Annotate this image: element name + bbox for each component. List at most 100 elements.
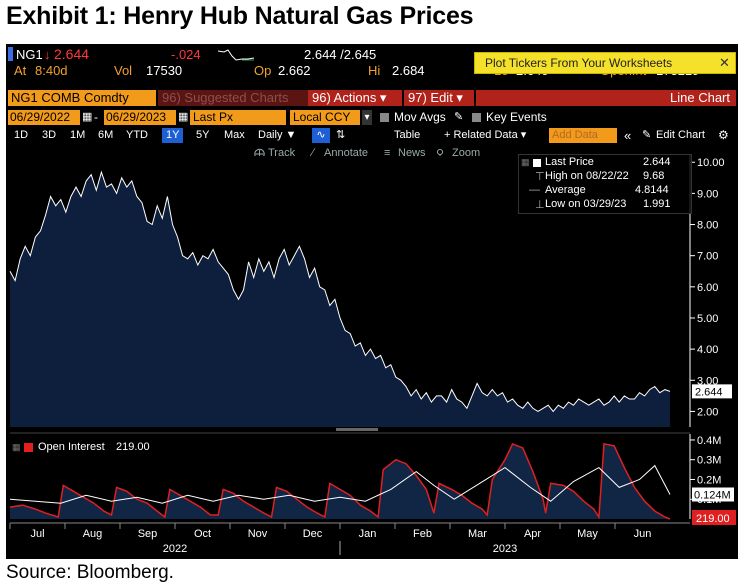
- legend-last-value: 2.644: [643, 156, 671, 168]
- source-note: Source: Bloomberg.: [6, 562, 174, 583]
- plot-tickers-popup[interactable]: Plot Tickers From Your Worksheets ✕: [474, 52, 736, 74]
- mov-avgs-checkbox[interactable]: [380, 113, 389, 122]
- ticker-marker-icon: [8, 47, 13, 61]
- gear-icon[interactable]: ⚙: [718, 128, 729, 142]
- related-data-button[interactable]: + Related Data ▾: [444, 129, 527, 141]
- legend-low-value: 1.991: [643, 198, 671, 210]
- range-1y[interactable]: 1Y: [162, 128, 184, 143]
- oi-front-line: [9, 442, 671, 520]
- legend-high-label: High on 08/22/22: [545, 170, 629, 182]
- last-price-tag: [692, 384, 732, 399]
- at-label: At: [14, 63, 27, 78]
- year-label: 2023: [493, 543, 517, 555]
- edit-chart-pencil-icon: ✎: [642, 129, 652, 141]
- collapse-icon[interactable]: «: [624, 128, 632, 143]
- security-field[interactable]: NG1 COMB Comdty: [8, 90, 156, 106]
- bloomberg-terminal-window: NG1 ↓ 2.644 -.024 2.644 /2.645 At 8:40d …: [6, 44, 738, 559]
- oi-tick-label: 0.3M: [697, 455, 721, 467]
- key-events-checkbox[interactable]: [472, 113, 481, 122]
- price-area-fill: [10, 172, 670, 427]
- range-1d[interactable]: 1D: [14, 129, 29, 141]
- last-price-swatch: [533, 159, 541, 167]
- oi-area-fill: [10, 443, 670, 519]
- range-max[interactable]: Max: [224, 129, 245, 141]
- month-label: Jun: [634, 528, 652, 540]
- month-label: Feb: [413, 528, 432, 540]
- oi-aggregate-tag: [692, 487, 734, 502]
- oi-tick-label: 0.4M: [697, 435, 721, 447]
- month-label: May: [577, 528, 598, 540]
- range-5y[interactable]: 5Y: [196, 129, 210, 141]
- add-data-input[interactable]: Add Data: [549, 128, 617, 143]
- oi-aggregate-tag-label: 0.124M: [694, 489, 731, 501]
- range-1m[interactable]: 1M: [70, 129, 86, 141]
- range-ytd[interactable]: YTD: [126, 129, 148, 141]
- menu-bar: NG1 COMB Comdty 96) Suggested Charts 96)…: [6, 89, 738, 107]
- open-label: Op: [254, 63, 272, 78]
- edit-chart-button[interactable]: Edit Chart: [656, 129, 705, 141]
- legend-high-value: 9.68: [643, 170, 665, 182]
- down-arrow-icon: ↓: [44, 47, 51, 62]
- mov-avgs-label: Mov Avgs: [394, 110, 446, 124]
- start-date-input[interactable]: 06/29/2022: [8, 110, 80, 125]
- chart-view-title: Line Chart: [476, 90, 736, 106]
- chart-area[interactable]: 2.00 3.00 4.00 5.00 6.00 7.00 8.00 9.00 10.00 2.6…: [6, 44, 738, 559]
- price-legend: ▦ Last Price 2.644 ⊤ High on 08/22/22 9.…: [518, 154, 692, 214]
- table-button[interactable]: Table: [394, 129, 421, 141]
- month-label: Jan: [359, 528, 377, 540]
- range-toolbar: 1D 3D 1M 6M YTD 1Y 5Y Max Daily ▼ ∿ ⇅ Ta…: [6, 128, 738, 144]
- month-label: Dec: [303, 528, 323, 540]
- quote-line-1: NG1 ↓ 2.644 -.024 2.644 /2.645: [6, 46, 738, 63]
- exhibit-title: Exhibit 1: Henry Hub Natural Gas Prices: [6, 2, 474, 30]
- price-tick-label: 3.00: [697, 375, 718, 387]
- key-events-label: Key Events: [486, 110, 547, 124]
- oi-legend-label: Open Interest: [38, 441, 105, 453]
- open-value: 2.662: [278, 63, 311, 78]
- price-tick-label: 8.00: [697, 220, 718, 232]
- month-label: Oct: [194, 528, 211, 540]
- pencil-icon[interactable]: ✎: [454, 111, 464, 123]
- high-value: 2.684: [392, 63, 425, 78]
- price-tick-label: 7.00: [697, 251, 718, 263]
- sparkline-icon: [217, 49, 255, 61]
- oi-last-tag: [692, 510, 736, 525]
- last-price: 2.644: [54, 46, 90, 62]
- frequency-select[interactable]: Daily ▼: [258, 129, 297, 141]
- oi-swatch: [24, 443, 33, 452]
- field-select[interactable]: Last Px: [190, 110, 286, 125]
- end-date-input[interactable]: 06/29/2023: [104, 110, 176, 125]
- high-label: Hi: [368, 63, 381, 78]
- currency-dropdown-icon[interactable]: ▾: [362, 110, 372, 125]
- price-change: -.024: [171, 47, 201, 62]
- range-3d[interactable]: 3D: [42, 129, 57, 141]
- close-icon[interactable]: ✕: [719, 55, 730, 70]
- currency-select[interactable]: Local CCY: [290, 110, 360, 125]
- scroll-handle: [336, 428, 378, 431]
- oi-tick-label: 0.2M: [697, 474, 721, 486]
- vol-label: Vol: [114, 63, 133, 78]
- calendar-end-icon[interactable]: ▦: [178, 111, 189, 123]
- oi-last-tag-label: 219.00: [696, 513, 730, 525]
- high-marker-icon: ⊤: [535, 171, 545, 183]
- zoom-icon: ⚲: [436, 148, 445, 160]
- month-label: Sep: [138, 528, 158, 540]
- price-tick-label: 6.00: [697, 282, 718, 294]
- month-label: Mar: [468, 528, 487, 540]
- month-label: Aug: [83, 528, 103, 540]
- bar-type-icon[interactable]: ⇅: [336, 129, 346, 141]
- annotate-icon: ∕: [312, 147, 314, 159]
- oi-aggregate-line: [9, 464, 671, 504]
- last-price-tag-label: 2.644: [695, 386, 723, 398]
- actions-menu[interactable]: 96) Actions ▾: [308, 90, 402, 106]
- oi-legend-collapse-icon[interactable]: ▦: [12, 442, 21, 452]
- calendar-start-icon[interactable]: ▦: [82, 111, 93, 123]
- suggested-charts-menu[interactable]: 96) Suggested Charts: [158, 90, 308, 106]
- month-label: Apr: [524, 528, 541, 540]
- legend-collapse-icon[interactable]: ▦: [521, 157, 530, 167]
- range-6m[interactable]: 6M: [98, 129, 114, 141]
- price-panel: 2.00 3.00 4.00 5.00 6.00 7.00 8.00 9.00 10.00 2.6…: [9, 154, 732, 431]
- line-chart-icon[interactable]: ∿: [312, 128, 330, 143]
- edit-menu[interactable]: 97) Edit ▾: [404, 90, 474, 106]
- price-tick-label: 2.00: [697, 406, 718, 418]
